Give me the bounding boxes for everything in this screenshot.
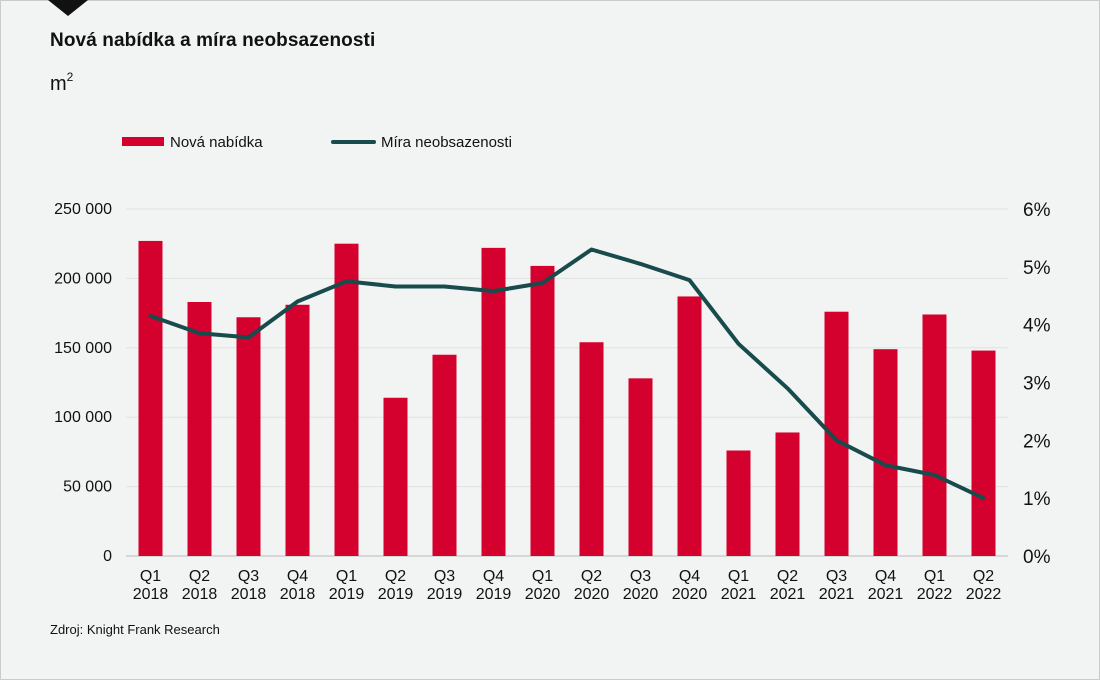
bar	[726, 450, 751, 556]
x-tick-year: 2021	[721, 586, 757, 603]
x-tick-year: 2019	[329, 586, 365, 603]
x-tick-quarter: Q1	[140, 568, 161, 585]
x-tick-year: 2021	[819, 586, 855, 603]
right-tick-label: 4%	[1023, 316, 1051, 337]
bar	[922, 314, 947, 556]
x-tick-year: 2018	[133, 586, 169, 603]
x-tick-year: 2019	[427, 586, 463, 603]
unit-label: m2	[50, 70, 73, 96]
right-tick-label: 6%	[1023, 200, 1051, 221]
x-tick-quarter: Q2	[581, 568, 602, 585]
left-tick-label: 0	[103, 548, 112, 565]
left-tick-label: 50 000	[63, 479, 112, 496]
x-tick-quarter: Q4	[679, 568, 700, 585]
x-tick-quarter: Q2	[973, 568, 994, 585]
x-tick-quarter: Q2	[385, 568, 406, 585]
x-tick-year: 2020	[525, 586, 561, 603]
x-tick-quarter: Q3	[238, 568, 259, 585]
left-tick-label: 100 000	[54, 409, 112, 426]
left-tick-label: 250 000	[54, 201, 112, 218]
bar	[873, 349, 898, 556]
left-tick-label: 200 000	[54, 270, 112, 287]
bar	[579, 342, 604, 556]
x-tick-quarter: Q2	[189, 568, 210, 585]
bar	[138, 240, 163, 556]
right-tick-label: 2%	[1023, 431, 1051, 452]
gridlines	[126, 208, 1008, 557]
x-tick-quarter: Q1	[924, 568, 945, 585]
unit-superscript: 2	[66, 70, 74, 84]
x-tick-quarter: Q1	[336, 568, 357, 585]
x-tick-quarter: Q4	[287, 568, 308, 585]
line-series	[148, 247, 986, 501]
x-tick-year: 2021	[770, 586, 806, 603]
legend-label-line: Míra neobsazenosti	[381, 134, 512, 151]
left-axis-ticks: 0 50 000 100 000 150 000 200 000 250 000	[54, 201, 112, 565]
x-tick-year: 2020	[672, 586, 708, 603]
bar	[236, 317, 261, 556]
x-tick-year: 2022	[966, 586, 1002, 603]
bar	[481, 247, 506, 556]
x-tick-year: 2018	[182, 586, 218, 603]
x-tick-year: 2018	[280, 586, 316, 603]
chart-title: Nová nabídka a míra neobsazenosti	[50, 30, 376, 51]
bar	[285, 304, 310, 556]
bar	[677, 296, 702, 556]
corner-triangle-icon	[48, 0, 88, 16]
x-tick-year: 2018	[231, 586, 267, 603]
x-tick-year: 2022	[917, 586, 953, 603]
right-tick-label: 3%	[1023, 374, 1051, 395]
bar	[383, 397, 408, 556]
bar	[432, 354, 457, 556]
x-tick-year: 2021	[868, 586, 904, 603]
right-tick-label: 5%	[1023, 258, 1051, 279]
bar-series	[138, 240, 996, 556]
x-tick-year: 2020	[623, 586, 659, 603]
bar	[187, 301, 212, 556]
right-tick-label: 0%	[1023, 547, 1051, 568]
x-tick-quarter: Q4	[483, 568, 504, 585]
right-tick-label: 1%	[1023, 489, 1051, 510]
x-axis-ticks: Q12018Q22018Q32018Q42018Q12019Q22019Q320…	[133, 568, 1002, 603]
bar	[628, 378, 653, 556]
legend-bar-swatch	[122, 137, 164, 146]
x-tick-quarter: Q1	[532, 568, 553, 585]
x-tick-quarter: Q4	[875, 568, 896, 585]
legend-label-bar: Nová nabídka	[170, 134, 263, 151]
bar	[971, 350, 996, 556]
source-note: Zdroj: Knight Frank Research	[50, 622, 220, 637]
x-tick-year: 2019	[476, 586, 512, 603]
right-axis-ticks: 0% 1% 2% 3% 4% 5% 6%	[1023, 200, 1051, 568]
x-tick-quarter: Q1	[728, 568, 749, 585]
bar	[530, 265, 555, 556]
x-tick-quarter: Q3	[630, 568, 651, 585]
x-tick-quarter: Q3	[826, 568, 847, 585]
legend: Nová nabídka Míra neobsazenosti	[122, 134, 512, 151]
unit-main: m	[50, 73, 67, 95]
bar	[775, 432, 800, 556]
x-tick-year: 2020	[574, 586, 610, 603]
x-tick-quarter: Q3	[434, 568, 455, 585]
x-tick-year: 2019	[378, 586, 414, 603]
left-tick-label: 150 000	[54, 340, 112, 357]
bar	[334, 243, 359, 556]
x-tick-quarter: Q2	[777, 568, 798, 585]
line-path	[148, 247, 986, 501]
